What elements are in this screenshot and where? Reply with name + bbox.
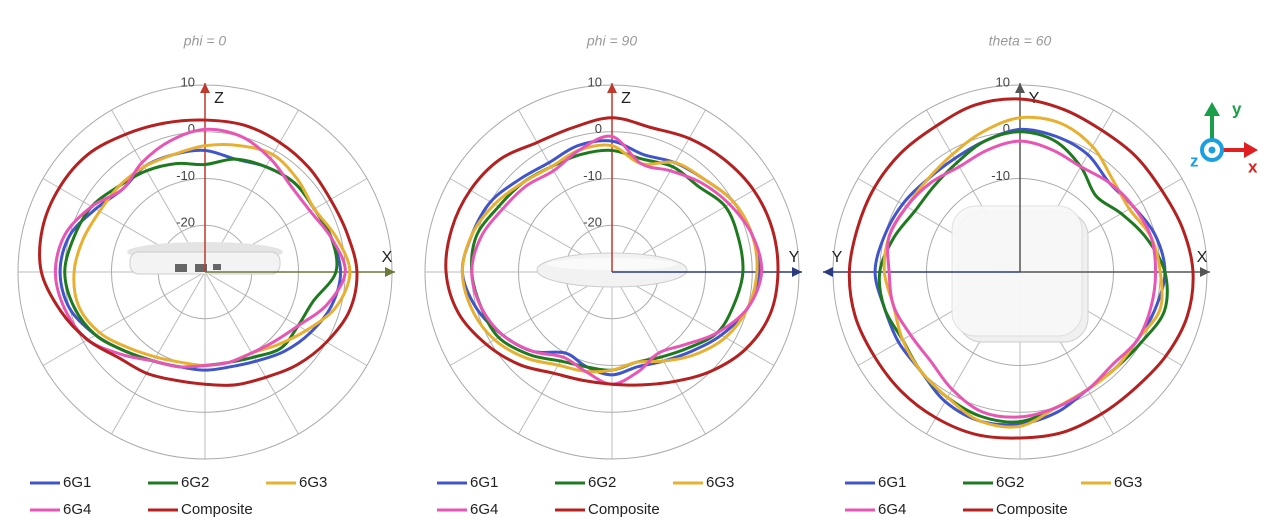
axis-arrowhead <box>1015 83 1025 93</box>
axis-label: Z <box>621 90 631 107</box>
r-tick-label: 10 <box>996 74 1010 89</box>
pattern-curve <box>53 127 347 369</box>
legend-label: 6G2 <box>588 474 616 491</box>
axis-label: X <box>1197 249 1208 266</box>
r-tick-label: 10 <box>588 74 602 89</box>
r-tick-label: -10 <box>176 168 195 183</box>
axis-label: Z <box>214 90 224 107</box>
pattern-curve <box>877 130 1169 424</box>
legend-label: 6G1 <box>470 474 498 491</box>
axis-label: Y <box>1029 90 1040 107</box>
r-tick-label: -20 <box>176 215 195 230</box>
axis-arrowhead <box>200 83 210 93</box>
legend-label: 6G2 <box>996 474 1024 491</box>
r-tick-label: 0 <box>595 121 602 136</box>
legend-label: Composite <box>181 501 253 518</box>
icon-x: x <box>1248 157 1258 176</box>
device-square <box>951 205 1089 343</box>
legend-label: 6G1 <box>878 474 906 491</box>
axis-arrowhead <box>607 83 617 93</box>
axis-arrowhead <box>1200 267 1210 277</box>
pattern-curve <box>460 143 759 374</box>
pattern-curve <box>886 139 1158 419</box>
r-tick-label: 0 <box>188 121 195 136</box>
chart-title: phi = 0 <box>183 33 227 49</box>
r-tick-label: -20 <box>583 215 602 230</box>
legend-label: Composite <box>996 501 1068 518</box>
r-tick-label: 0 <box>1003 121 1010 136</box>
legend-label: 6G4 <box>470 501 498 518</box>
legend-label: 6G3 <box>299 474 327 491</box>
axis-arrowhead <box>385 267 395 277</box>
legend-label: 6G3 <box>706 474 734 491</box>
coordinate-icon: y z x <box>1190 99 1258 176</box>
pattern-curve <box>38 118 359 387</box>
r-tick-label: 10 <box>181 74 195 89</box>
icon-y: y <box>1232 99 1242 118</box>
chart-title: phi = 90 <box>586 33 637 49</box>
legend-label: 6G3 <box>1114 474 1142 491</box>
legend-label: 6G2 <box>181 474 209 491</box>
legend-label: 6G1 <box>63 474 91 491</box>
icon-z: z <box>1190 151 1199 170</box>
r-tick-label: -10 <box>583 168 602 183</box>
axis-label: Y <box>789 249 800 266</box>
axis-label: X <box>382 249 393 266</box>
device-images <box>127 205 1089 343</box>
curve-layer: Z X 6G1 6G2 6G3 6G4 Composite Z Y 6G1 6G2 6G3 6G4 Com… <box>30 83 1210 518</box>
axis-label: Y <box>832 249 843 266</box>
pattern-curve <box>444 116 780 387</box>
legend-label: 6G4 <box>878 501 906 518</box>
axis-arrowhead <box>823 267 833 277</box>
axis-arrowhead <box>792 267 802 277</box>
pattern-curve <box>847 97 1195 440</box>
legend-label: 6G4 <box>63 501 91 518</box>
legend-label: Composite <box>588 501 660 518</box>
chart-title: theta = 60 <box>989 33 1052 49</box>
r-tick-label: -10 <box>991 168 1010 183</box>
